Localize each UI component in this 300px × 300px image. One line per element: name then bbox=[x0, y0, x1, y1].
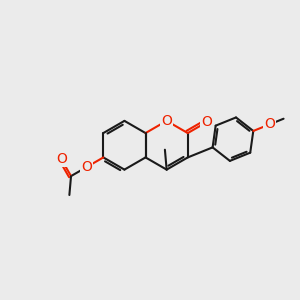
Text: O: O bbox=[264, 117, 275, 131]
Text: O: O bbox=[81, 160, 92, 174]
Text: O: O bbox=[201, 115, 212, 129]
Text: O: O bbox=[161, 114, 172, 128]
Text: O: O bbox=[56, 152, 67, 166]
